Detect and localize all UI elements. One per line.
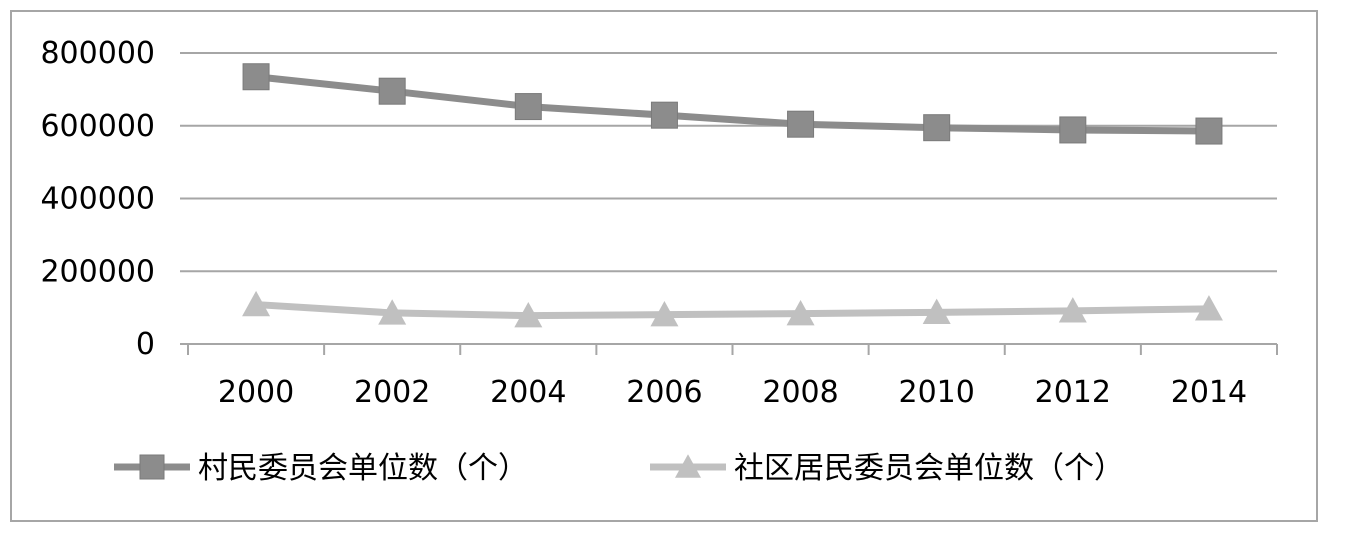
series-2 <box>242 290 1223 328</box>
y-tick-label: 0 <box>136 327 155 362</box>
legend-label: 社区居民委员会单位数（个） <box>734 451 1124 486</box>
square-marker <box>1059 116 1087 144</box>
x-tick-label: 2014 <box>1171 375 1247 410</box>
triangle-marker <box>675 454 701 478</box>
triangle-marker <box>378 299 407 325</box>
square-marker <box>923 114 951 142</box>
chart-frame <box>10 10 1318 522</box>
x-tick-label: 2002 <box>354 375 430 410</box>
x-tick-label: 2012 <box>1035 375 1111 410</box>
square-marker <box>514 93 542 121</box>
square-marker <box>139 454 165 480</box>
square-marker <box>787 110 815 138</box>
square-marker <box>242 63 270 91</box>
triangle-marker <box>1194 295 1223 321</box>
legend-label: 村民委员会单位数（个） <box>198 451 528 486</box>
gridlines <box>180 52 1277 273</box>
legend: 村民委员会单位数（个） 社区居民委员会单位数（个） <box>114 451 1124 486</box>
triangle-marker <box>242 290 271 317</box>
x-tick-label: 2008 <box>762 375 838 410</box>
legend-item-1: 村民委员会单位数（个） <box>114 451 528 486</box>
triangle-marker <box>514 301 543 328</box>
y-tick-label: 600000 <box>40 109 155 144</box>
series <box>242 63 1223 328</box>
x-tick-label: 2006 <box>626 375 702 410</box>
triangle-marker <box>922 298 951 325</box>
series-line <box>255 73 1209 135</box>
axes: 0 200000 400000 600000 800000 2000 2002 2004 200… <box>40 36 1278 410</box>
series-1 <box>242 63 1223 145</box>
square-marker <box>1195 117 1223 145</box>
y-tick-label: 400000 <box>40 182 155 217</box>
x-tick-label: 2010 <box>899 375 975 410</box>
triangle-marker <box>1058 297 1087 323</box>
square-marker <box>650 101 678 129</box>
triangle-marker <box>786 299 815 326</box>
square-marker <box>378 77 406 105</box>
series-line <box>255 301 1209 320</box>
legend-item-2: 社区居民委员会单位数（个） <box>650 451 1124 486</box>
y-tick-label: 200000 <box>40 254 155 289</box>
x-tick-label: 2000 <box>218 375 294 410</box>
triangle-marker <box>650 300 679 327</box>
y-tick-label: 800000 <box>40 36 155 71</box>
x-tick-label: 2004 <box>490 375 566 410</box>
